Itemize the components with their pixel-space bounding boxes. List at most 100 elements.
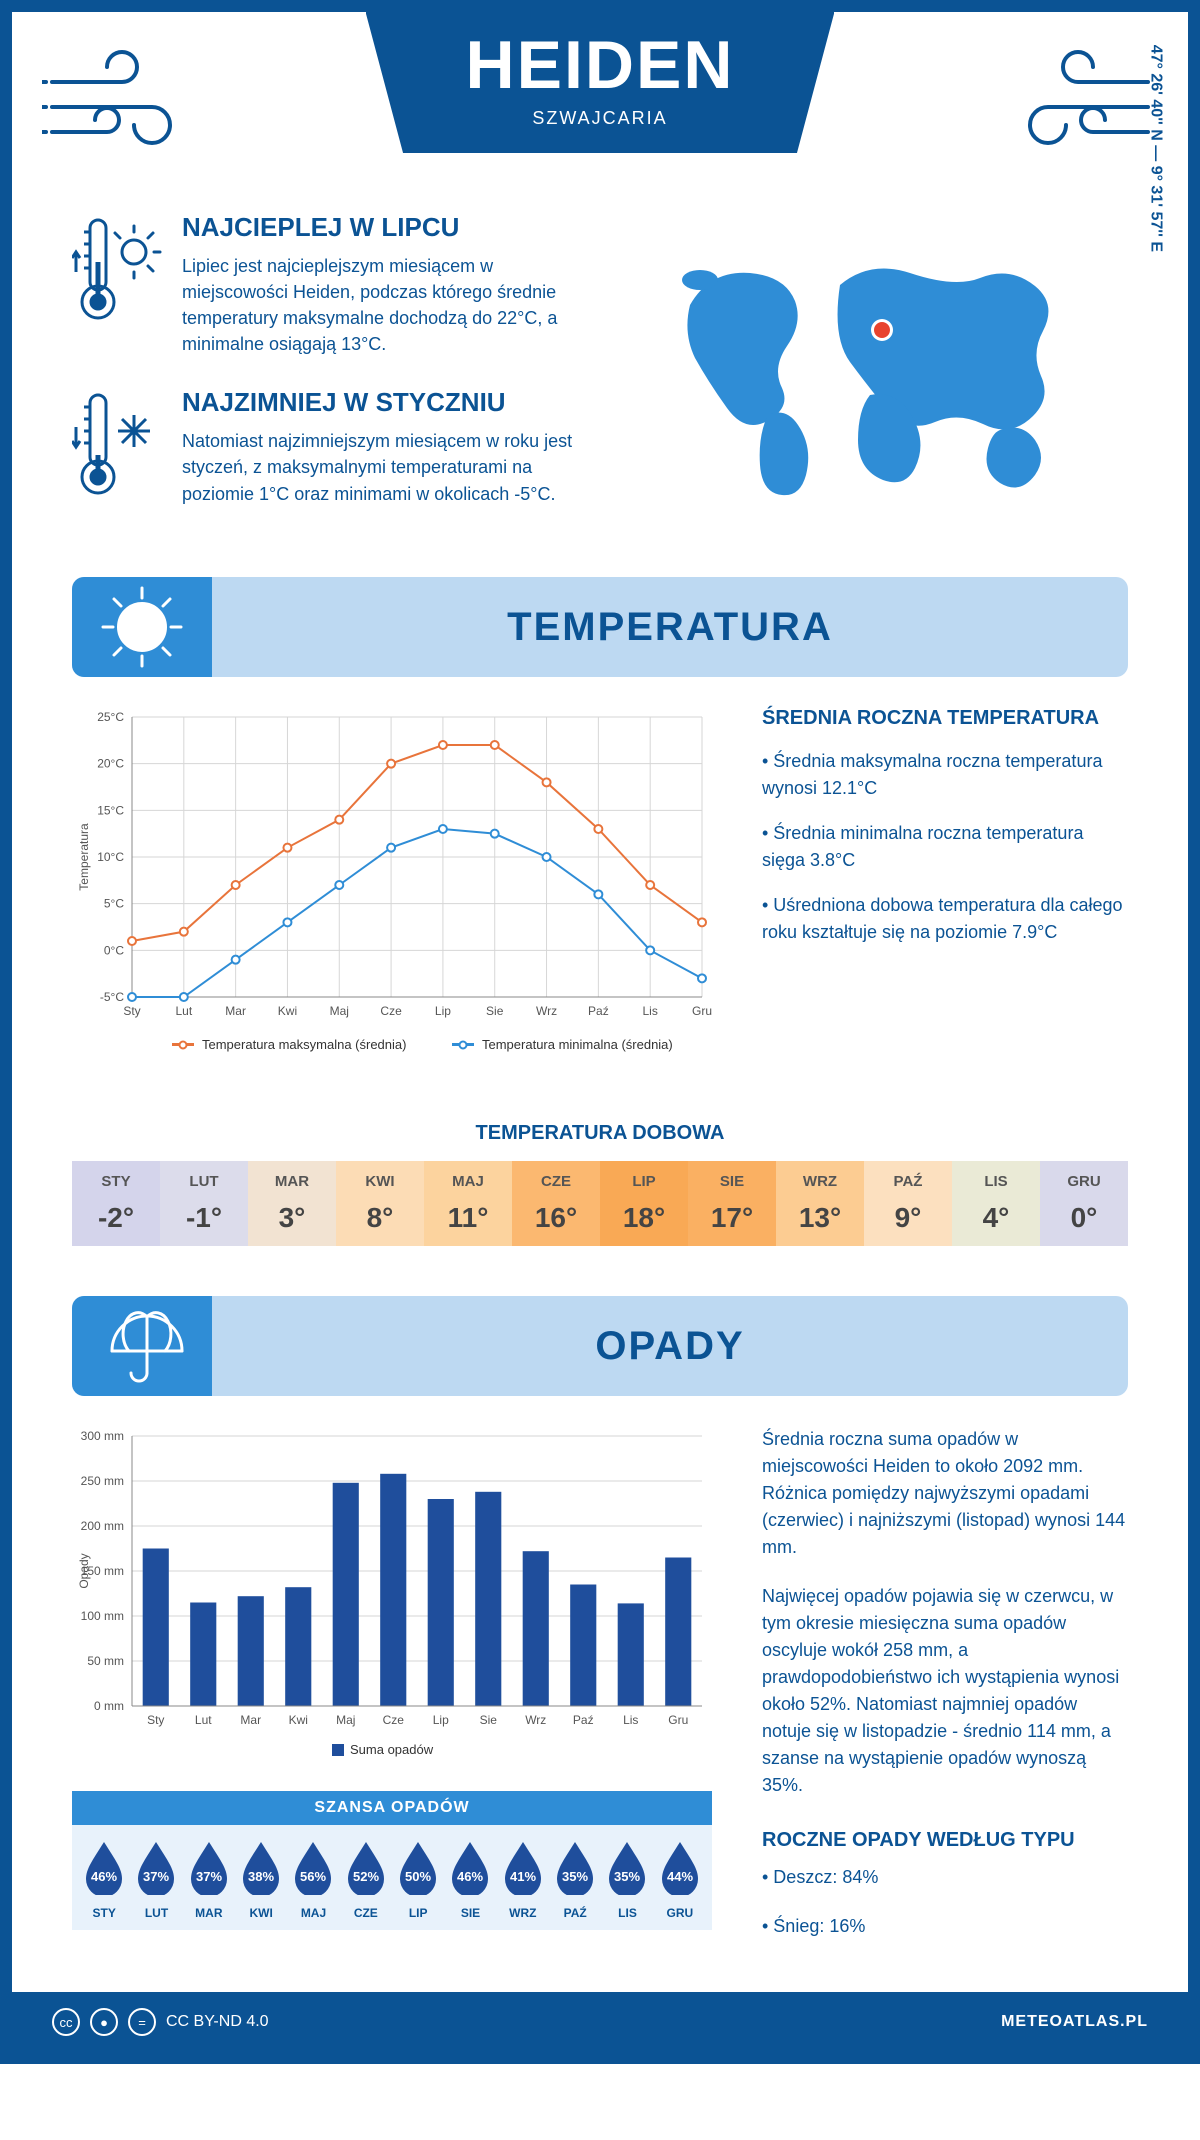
hot-text: Lipiec jest najcieplejszym miesiącem w m… [182, 253, 602, 357]
svg-text:44%: 44% [667, 1869, 693, 1884]
svg-text:Sty: Sty [123, 1004, 140, 1018]
country-name: SZWAJCARIA [466, 108, 735, 129]
title-banner: HEIDEN SZWAJCARIA [366, 12, 835, 153]
wind-icon-left [42, 42, 202, 162]
site-name: METEOATLAS.PL [1001, 2013, 1148, 2031]
svg-text:0 mm: 0 mm [94, 1699, 124, 1713]
svg-text:Temperatura: Temperatura [77, 823, 91, 891]
temp-info-title: ŚREDNIA ROCZNA TEMPERATURA [762, 707, 1128, 730]
city-name: HEIDEN [466, 26, 735, 104]
svg-text:Lut: Lut [195, 1713, 212, 1727]
opad-p1: Średnia roczna suma opadów w miejscowośc… [762, 1426, 1128, 1561]
svg-text:Lis: Lis [623, 1713, 638, 1727]
nd-icon: = [128, 2008, 156, 2036]
precipitation-heading: OPADY [212, 1324, 1128, 1369]
svg-text:Lut: Lut [175, 1004, 192, 1018]
svg-text:Mar: Mar [240, 1713, 261, 1727]
chance-drop: 38%KWI [235, 1839, 287, 1920]
svg-text:37%: 37% [196, 1869, 222, 1884]
svg-text:Temperatura minimalna (średnia: Temperatura minimalna (średnia) [482, 1037, 673, 1052]
svg-text:Paź: Paź [588, 1004, 609, 1018]
by-icon: ● [90, 2008, 118, 2036]
daily-cell: KWI8° [336, 1161, 424, 1246]
page-frame: HEIDEN SZWAJCARIA [0, 0, 1200, 2064]
svg-text:200 mm: 200 mm [81, 1519, 124, 1533]
precip-chance-table: SZANSA OPADÓW 46%STY37%LUT37%MAR38%KWI56… [72, 1791, 712, 1930]
opad-type-title: ROCZNE OPADY WEDŁUG TYPU [762, 1829, 1128, 1852]
chance-drop: 46%STY [78, 1839, 130, 1920]
svg-text:46%: 46% [457, 1869, 483, 1884]
opad-t1: • Deszcz: 84% [762, 1864, 1128, 1891]
cold-text: Natomiast najzimniejszym miesiącem w rok… [182, 428, 602, 506]
chance-drop: 46%SIE [444, 1839, 496, 1920]
hot-fact: NAJCIEPLEJ W LIPCU Lipiec jest najcieple… [72, 212, 621, 357]
svg-text:Opady: Opady [77, 1554, 91, 1589]
svg-text:Kwi: Kwi [278, 1004, 297, 1018]
svg-text:15°C: 15°C [97, 804, 124, 818]
daily-temp-table: STY-2°LUT-1°MAR3°KWI8°MAJ11°CZE16°LIP18°… [72, 1161, 1128, 1246]
opad-t2: • Śnieg: 16% [762, 1913, 1128, 1940]
svg-text:300 mm: 300 mm [81, 1429, 124, 1443]
coordinates: 47° 26' 40'' N — 9° 31' 57'' E [1146, 45, 1164, 252]
daily-cell: PAŹ9° [864, 1161, 952, 1246]
svg-text:25°C: 25°C [97, 710, 124, 724]
chance-drop: 41%WRZ [497, 1839, 549, 1920]
daily-cell: STY-2° [72, 1161, 160, 1246]
daily-cell: LIS4° [952, 1161, 1040, 1246]
cc-icon: cc [52, 2008, 80, 2036]
wind-icon-right [998, 42, 1158, 162]
svg-text:Gru: Gru [668, 1713, 688, 1727]
svg-text:41%: 41% [510, 1869, 536, 1884]
chance-drop: 56%MAJ [287, 1839, 339, 1920]
svg-text:Suma opadów: Suma opadów [350, 1742, 434, 1757]
sun-icon [72, 577, 212, 677]
temperature-line-chart: -5°C0°C5°C10°C15°C20°C25°CStyLutMarKwiMa… [72, 707, 712, 1072]
svg-text:Kwi: Kwi [289, 1713, 308, 1727]
world-map-icon [660, 245, 1090, 505]
svg-text:Wrz: Wrz [536, 1004, 557, 1018]
svg-text:Lis: Lis [643, 1004, 658, 1018]
daily-cell: MAR3° [248, 1161, 336, 1246]
daily-cell: MAJ11° [424, 1161, 512, 1246]
temp-info-b2: • Średnia minimalna roczna temperatura s… [762, 820, 1128, 874]
svg-text:Gru: Gru [692, 1004, 712, 1018]
header: HEIDEN SZWAJCARIA [12, 12, 1188, 202]
daily-cell: CZE16° [512, 1161, 600, 1246]
svg-text:Paź: Paź [573, 1713, 594, 1727]
cold-fact: NAJZIMNIEJ W STYCZNIU Natomiast najzimni… [72, 387, 621, 507]
precipitation-bar-chart: 0 mm50 mm100 mm150 mm200 mm250 mm300 mmS… [72, 1426, 712, 1962]
svg-text:35%: 35% [614, 1869, 640, 1884]
chance-drop: 50%LIP [392, 1839, 444, 1920]
daily-cell: GRU0° [1040, 1161, 1128, 1246]
thermometer-snow-icon [72, 387, 162, 507]
svg-text:50%: 50% [405, 1869, 431, 1884]
chance-drop: 37%MAR [183, 1839, 235, 1920]
svg-text:Wrz: Wrz [525, 1713, 546, 1727]
precipitation-section-bar: OPADY [72, 1296, 1128, 1396]
svg-text:-5°C: -5°C [100, 990, 124, 1004]
svg-text:Lip: Lip [435, 1004, 451, 1018]
svg-text:Sty: Sty [147, 1713, 164, 1727]
umbrella-icon [72, 1296, 212, 1396]
svg-text:35%: 35% [562, 1869, 588, 1884]
opad-p2: Najwięcej opadów pojawia się w czerwcu, … [762, 1583, 1128, 1799]
chance-drop: 35%PAŹ [549, 1839, 601, 1920]
chance-drop: 52%CZE [340, 1839, 392, 1920]
chance-drop: 37%LUT [130, 1839, 182, 1920]
svg-text:Temperatura maksymalna (średni: Temperatura maksymalna (średnia) [202, 1037, 406, 1052]
daily-cell: LIP18° [600, 1161, 688, 1246]
svg-text:Mar: Mar [225, 1004, 246, 1018]
footer: cc ● = CC BY-ND 4.0 METEOATLAS.PL [12, 1992, 1188, 2052]
svg-text:38%: 38% [248, 1869, 274, 1884]
chance-drop: 44%GRU [654, 1839, 706, 1920]
svg-text:5°C: 5°C [104, 897, 124, 911]
svg-text:Maj: Maj [330, 1004, 349, 1018]
daily-cell: WRZ13° [776, 1161, 864, 1246]
svg-text:50 mm: 50 mm [87, 1654, 124, 1668]
svg-text:Lip: Lip [433, 1713, 449, 1727]
svg-text:Cze: Cze [380, 1004, 402, 1018]
svg-text:Maj: Maj [336, 1713, 355, 1727]
license-text: CC BY-ND 4.0 [166, 2013, 269, 2031]
thermometer-sun-icon [72, 212, 162, 332]
svg-text:250 mm: 250 mm [81, 1474, 124, 1488]
